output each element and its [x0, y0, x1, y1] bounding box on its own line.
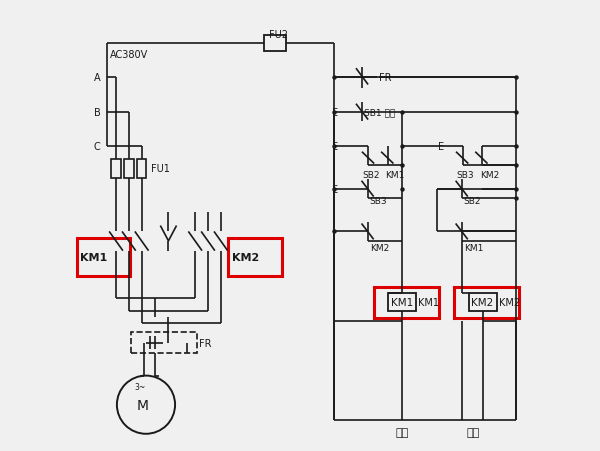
Bar [469, 294, 497, 311]
Text: KM1: KM1 [386, 171, 405, 180]
Text: SB3: SB3 [456, 171, 474, 180]
Text: B: B [94, 107, 101, 117]
Text: 3~: 3~ [134, 382, 145, 391]
Text: KM2: KM2 [370, 244, 389, 253]
Text: KM1: KM1 [391, 298, 413, 308]
Text: SB2: SB2 [464, 197, 481, 206]
Text: E: E [332, 184, 338, 194]
Text: KM2: KM2 [479, 171, 499, 180]
Bar [228, 238, 281, 277]
Text: SB1 停车: SB1 停车 [364, 108, 395, 117]
Text: KM1: KM1 [418, 297, 439, 307]
Bar [131, 332, 197, 354]
Text: A: A [94, 73, 100, 83]
Text: FU2: FU2 [269, 30, 288, 40]
Bar [112, 159, 121, 179]
Text: KM2: KM2 [499, 297, 520, 307]
Text: E: E [332, 107, 338, 117]
Bar [374, 287, 439, 318]
Text: AC380V: AC380V [110, 50, 148, 60]
Bar [137, 159, 146, 179]
Text: FU1: FU1 [151, 164, 170, 174]
Text: SB2: SB2 [362, 171, 380, 180]
Text: M: M [137, 398, 149, 412]
Bar [124, 159, 134, 179]
Bar [77, 238, 130, 277]
Text: FR: FR [379, 73, 392, 83]
Text: KM1: KM1 [464, 244, 483, 253]
Bar [388, 294, 416, 311]
Bar [263, 37, 286, 52]
Text: KM2: KM2 [232, 253, 259, 262]
Text: SB3: SB3 [370, 197, 388, 206]
Text: KM2: KM2 [471, 298, 493, 308]
Text: 正转: 正转 [395, 427, 409, 437]
Bar [454, 287, 519, 318]
Text: C: C [94, 142, 101, 152]
Text: E: E [438, 142, 444, 152]
Text: KM1: KM1 [80, 253, 107, 262]
Text: FR: FR [199, 338, 212, 348]
Text: 反转: 反转 [467, 427, 480, 437]
Text: E: E [332, 142, 338, 152]
